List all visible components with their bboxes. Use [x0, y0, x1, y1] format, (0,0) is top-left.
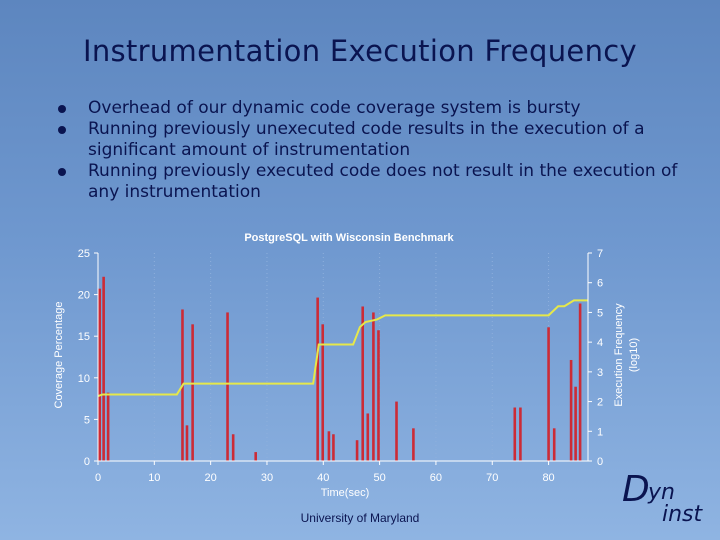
bullet-list: Overhead of our dynamic code coverage sy…	[58, 98, 678, 203]
x-tick-label: 30	[261, 472, 273, 484]
logo-letter: D	[622, 469, 650, 510]
dyninst-logo: D yn inst	[622, 470, 712, 530]
logo-sub: inst	[662, 502, 703, 527]
y-axis-label: Coverage Percentage	[53, 301, 65, 408]
frequency-bar	[395, 401, 398, 461]
y2-axis-label-line1: Execution Frequency	[613, 303, 625, 407]
y-tick-label: 25	[78, 248, 90, 260]
line-layer	[97, 299, 588, 398]
bullet-text: Running previously executed code does no…	[88, 161, 678, 202]
frequency-bar	[226, 312, 229, 461]
axis-layer: 0 10 20 30 40 50 60 70 80 0 5 10 15 20 25 0 1 2 3 4 5 6 7	[78, 248, 603, 484]
y2-tick-label: 3	[597, 367, 603, 379]
x-tick-label: 50	[373, 472, 385, 484]
frequency-bar	[578, 303, 582, 461]
y-tick-label: 10	[78, 373, 90, 385]
frequency-bar	[574, 386, 577, 461]
frequency-bar	[361, 306, 365, 461]
y2-tick-label: 4	[597, 337, 603, 349]
bar-layer	[98, 276, 582, 461]
x-tick-label: 60	[430, 472, 442, 484]
y2-tick-label: 0	[597, 456, 603, 468]
y-tick-label: 15	[78, 331, 90, 343]
frequency-bar	[366, 413, 370, 461]
x-tick-label: 10	[148, 472, 160, 484]
y-tick-label: 20	[78, 290, 90, 302]
chart-title: PostgreSQL with Wisconsin Benchmark	[244, 232, 454, 244]
y2-tick-label: 7	[597, 248, 603, 260]
x-tick-label: 20	[205, 472, 217, 484]
coverage-line	[97, 299, 588, 398]
frequency-bar	[98, 288, 101, 461]
frequency-bar	[377, 330, 380, 461]
bullet-dot-icon	[58, 168, 66, 176]
y2-axis-label-line2: (log10)	[628, 338, 640, 372]
bullet-dot-icon	[58, 126, 66, 134]
bullet-text: Overhead of our dynamic code coverage sy…	[88, 98, 581, 118]
y-tick-label: 5	[84, 414, 90, 426]
x-tick-label: 40	[317, 472, 329, 484]
frequency-bar	[412, 428, 415, 461]
x-tick-label: 80	[542, 472, 554, 484]
footer-text: University of Maryland	[300, 511, 420, 525]
bullet-dot-icon	[58, 105, 66, 113]
frequency-bar	[355, 440, 359, 461]
slide-title: Instrumentation Execution Frequency	[83, 34, 637, 68]
x-tick-label: 0	[95, 472, 101, 484]
frequency-bar	[254, 452, 258, 461]
frequency-bar	[519, 407, 522, 461]
y2-tick-label: 6	[597, 278, 603, 290]
frequency-bar	[547, 327, 550, 461]
frequency-bar	[191, 324, 194, 461]
frequency-bar	[552, 428, 556, 461]
bullet-item: Overhead of our dynamic code coverage sy…	[58, 98, 678, 119]
logo-rest: yn	[648, 480, 675, 505]
frequency-bar	[321, 324, 325, 461]
frequency-bar	[332, 434, 335, 461]
y-tick-label: 0	[84, 456, 90, 468]
frequency-bar	[513, 407, 517, 461]
x-tick-label: 70	[486, 472, 498, 484]
y2-tick-label: 2	[597, 397, 603, 409]
y2-tick-label: 5	[597, 307, 603, 319]
frequency-bar	[569, 359, 573, 461]
y2-tick-label: 1	[597, 426, 603, 438]
frequency-bar	[231, 434, 235, 461]
bullet-item: Running previously executed code does no…	[58, 161, 678, 203]
frequency-bar	[102, 276, 105, 461]
frequency-bar	[372, 312, 375, 461]
frequency-bar	[327, 431, 331, 461]
frequency-bar	[316, 297, 319, 461]
bullet-item: Running previously unexecuted code resul…	[58, 119, 678, 161]
frequency-bar	[106, 392, 110, 461]
bullet-text: Running previously unexecuted code resul…	[88, 119, 645, 160]
frequency-bar	[185, 425, 189, 461]
x-axis-label: Time(sec)	[321, 487, 369, 499]
